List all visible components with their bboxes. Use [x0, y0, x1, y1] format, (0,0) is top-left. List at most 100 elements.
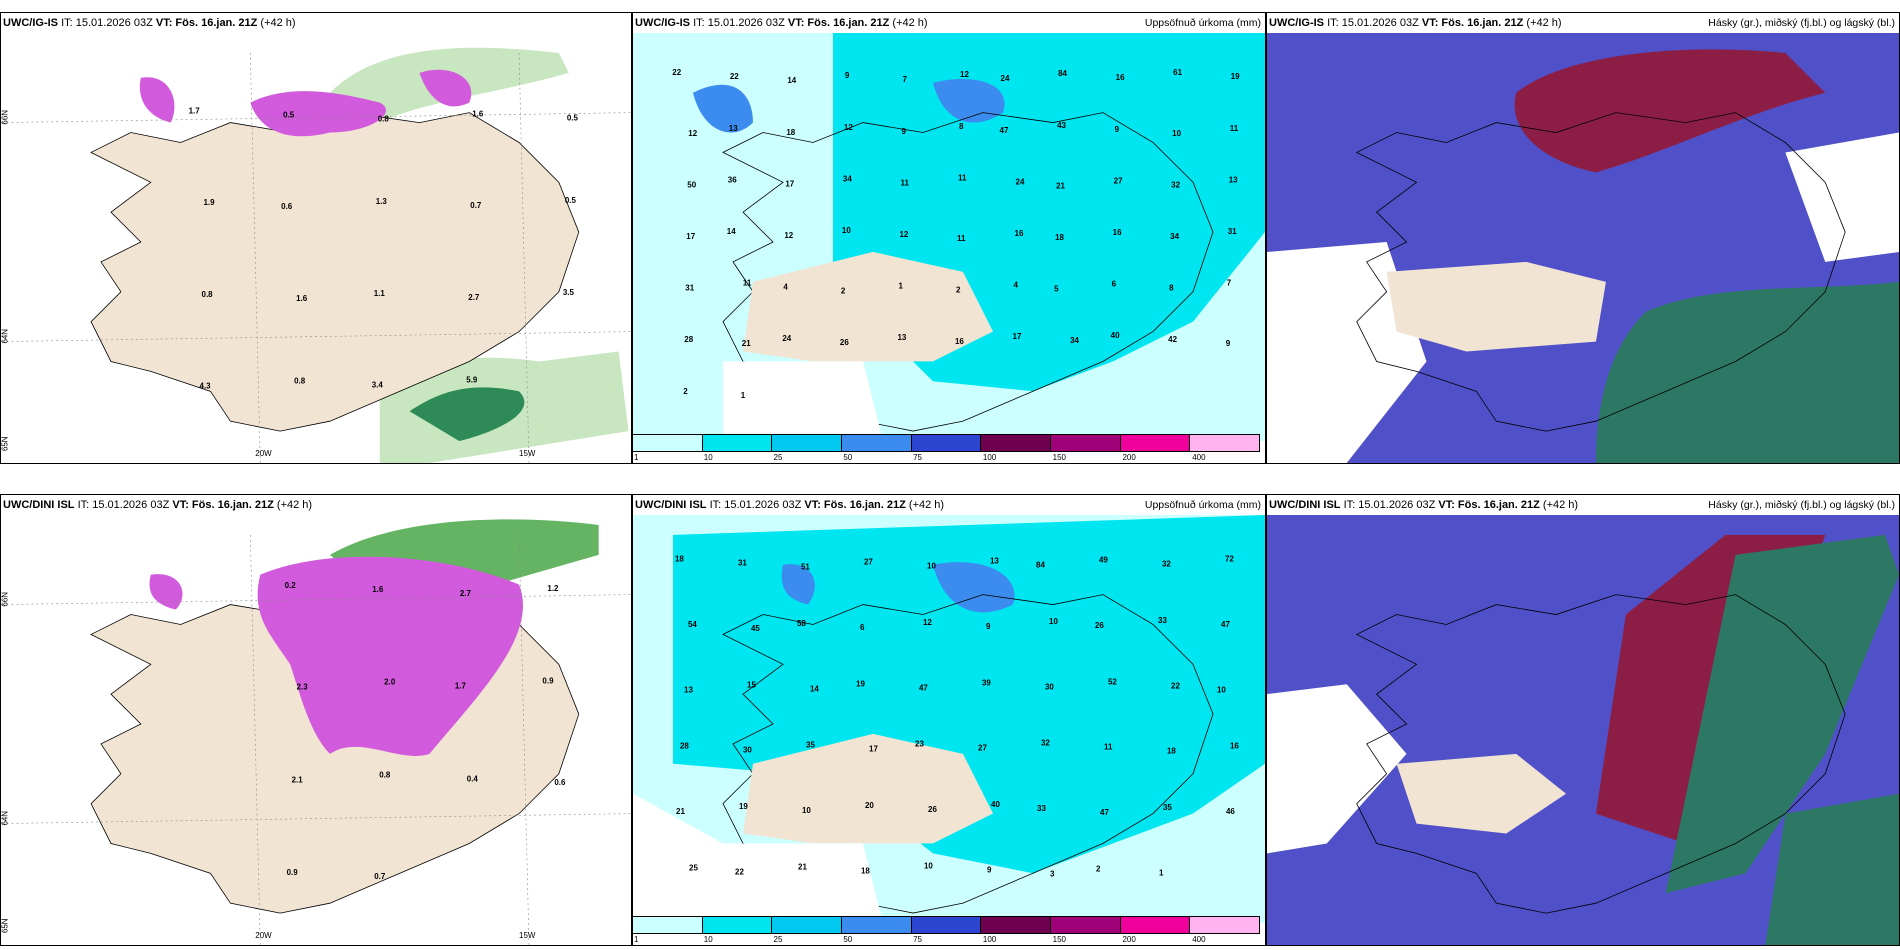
colorbar-swatch — [702, 917, 773, 933]
map-value-label: 1.7 — [189, 107, 201, 116]
snow-area — [419, 69, 472, 107]
map-value-label: 33 — [1037, 804, 1046, 813]
map-value-label: 0.8 — [378, 115, 390, 124]
map-value-label: 12 — [844, 123, 853, 132]
map-value-label: 1.1 — [374, 289, 386, 298]
map-value-label: 9 — [901, 127, 906, 136]
no-precip-area — [633, 793, 883, 923]
colorbar-swatch — [911, 435, 982, 451]
map-value-label: 19 — [1231, 72, 1240, 81]
map-value-label: 1 — [741, 391, 746, 400]
map-value-label: 34 — [1070, 336, 1079, 345]
map-value-label: 21 — [798, 862, 807, 871]
valid-time: Fös. 16.jan. 21Z — [175, 17, 258, 29]
precip-area — [409, 387, 525, 442]
model-name: UWC/IG-IS — [1269, 17, 1324, 29]
map-value-label: 47 — [1100, 808, 1109, 817]
snow-value-labels: 0.2 1.6 2.7 1.2 2.3 2.0 1.7 0.9 2.1 0.8 0.4 0.6 0.9 0… — [285, 581, 566, 881]
map-value-label: 1.6 — [472, 110, 484, 119]
map-value-label: 13 — [729, 124, 738, 133]
colorbar-tick: 10 — [703, 935, 713, 944]
map-value-label: 13 — [897, 333, 906, 342]
map-value-label: 14 — [810, 684, 819, 693]
init-time: IT: 15.01.2026 03Z — [1343, 499, 1436, 511]
init-time: IT: 15.01.2026 03Z — [693, 17, 785, 29]
colorbar-swatch — [633, 435, 703, 451]
panel-header: UWC/IG-IS IT: 15.01.2026 03Z VT: Fös. 16… — [1, 13, 631, 33]
lat-label: 66N — [1, 110, 9, 125]
map-value-label: 49 — [1099, 556, 1108, 565]
map-value-label: 11 — [958, 173, 967, 182]
panel-header: UWC/DINI ISL IT: 15.01.2026 03Z VT: Fös.… — [1, 495, 631, 515]
map-value-label: 1.6 — [372, 585, 384, 594]
lon-label: 20W — [255, 931, 272, 940]
map-value-label: 10 — [927, 562, 936, 571]
map-value-label: 25 — [689, 863, 698, 872]
map-value-label: 1 — [1159, 868, 1164, 877]
coastline — [1355, 594, 1846, 914]
map-value-label: 21 — [742, 339, 751, 348]
map-value-label: 47 — [1221, 620, 1230, 629]
colorbar-tick: 150 — [1052, 935, 1067, 944]
colorbar-swatch — [981, 917, 1052, 933]
colorbar-tick: 400 — [1192, 453, 1206, 462]
colorbar-swatch — [1190, 917, 1260, 933]
valid-label: VT: — [804, 499, 821, 511]
mid-cloud-area — [1514, 49, 1826, 173]
colorbar-tick: 100 — [982, 935, 997, 944]
map-value-label: 24 — [1001, 74, 1010, 83]
colorbar-swatch — [1051, 435, 1121, 451]
lead-time: (+42 h) — [892, 17, 928, 29]
map-value-label: 12 — [784, 231, 793, 240]
map-value-label: 26 — [1095, 621, 1104, 630]
map-value-label: 1.6 — [296, 294, 308, 303]
panel-header: UWC/IG-IS IT: 15.01.2026 03Z VT: Fös. 16… — [633, 13, 1265, 33]
colorbar-swatch — [1120, 435, 1191, 451]
map-value-label: 18 — [786, 128, 795, 137]
map-value-label: 35 — [1163, 803, 1172, 812]
map-value-label: 16 — [1113, 228, 1122, 237]
map-value-label: 19 — [739, 802, 748, 811]
init-time: IT: 15.01.2026 03Z — [709, 499, 802, 511]
map-value-label: 1.2 — [547, 584, 559, 593]
map-value-label: 72 — [1225, 555, 1234, 564]
panel-precip-dini: UWC/DINI ISL IT: 15.01.2026 03Z VT: Fös.… — [632, 494, 1266, 946]
colorbar-tick: 75 — [913, 935, 923, 944]
map-value-label: 3.5 — [563, 288, 575, 297]
map-value-label: 9 — [845, 71, 850, 80]
map-value-label: 10 — [802, 806, 811, 815]
map-value-label: 34 — [843, 174, 852, 183]
map-value-label: 54 — [688, 620, 697, 629]
map-value-label: 28 — [684, 335, 693, 344]
map-value-label: 47 — [1000, 126, 1009, 135]
map-value-label: 1.9 — [204, 198, 216, 207]
precip-map: 22 22 14 9 7 12 24 84 16 61 19 12 13 18 12 9 8 47 43 9 10 11 5… — [633, 33, 1265, 441]
map-value-label: 13 — [990, 557, 999, 566]
panel-header: UWC/DINI ISL IT: 15.01.2026 03Z VT: Fös.… — [633, 495, 1265, 515]
map-value-label: 5.9 — [466, 375, 478, 384]
coastline — [722, 112, 1214, 432]
cloud-title: Hásky (gr.), miðský (fj.bl.) og lágský (… — [1708, 17, 1895, 29]
colorbar-tick: 1 — [634, 935, 639, 944]
map-value-label: 52 — [1108, 677, 1117, 686]
map-value-label: 7 — [1227, 279, 1232, 288]
map-value-label: 84 — [1058, 69, 1067, 78]
map-value-label: 31 — [1228, 227, 1237, 236]
map-value-label: 31 — [738, 559, 747, 568]
map-value-label: 6 — [860, 623, 865, 632]
map-value-label: 17 — [869, 745, 878, 754]
lon-label: 15W — [519, 449, 536, 458]
map-value-label: 0.5 — [283, 111, 295, 120]
map-value-label: 0.6 — [281, 202, 293, 211]
model-name: UWC/DINI ISL — [3, 499, 75, 511]
precip-map: 18 31 51 27 10 13 84 49 32 72 54 45 58 6 12 9 10 26 33 47 13… — [633, 515, 1265, 923]
map-value-label: 40 — [991, 800, 1000, 809]
map-value-label: 45 — [751, 624, 760, 633]
map-value-label: 23 — [915, 740, 924, 749]
colorbar-tick: 50 — [843, 453, 853, 462]
cloud-map — [1267, 515, 1899, 945]
init-time: IT: 15.01.2026 03Z — [1327, 17, 1419, 29]
colorbar-swatch — [633, 917, 703, 933]
